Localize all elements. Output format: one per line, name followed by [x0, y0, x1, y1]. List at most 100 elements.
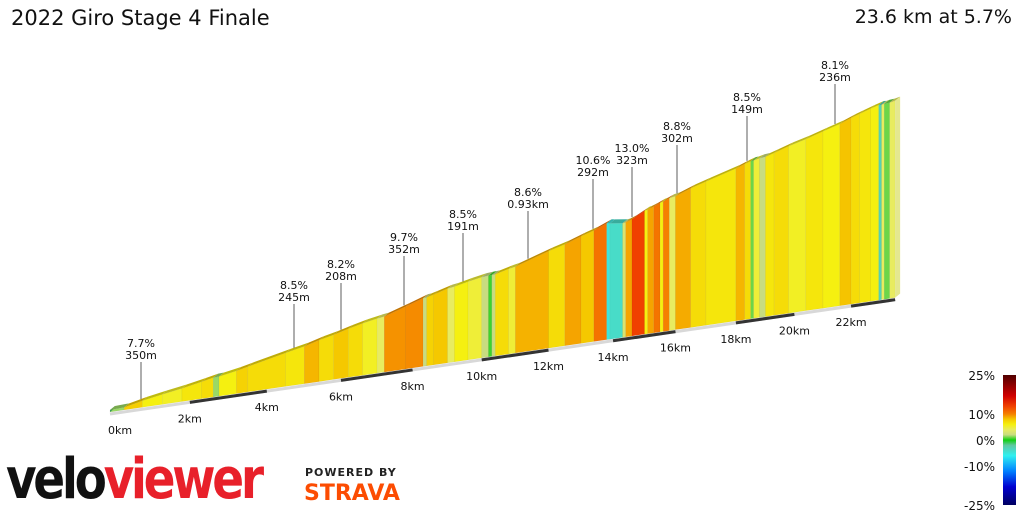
profile-top-segment	[593, 219, 612, 231]
x-tick-label: 12km	[533, 360, 564, 373]
profile-top-segment	[774, 142, 794, 153]
profile-segment	[515, 250, 549, 354]
profile-segment	[653, 202, 661, 334]
powered-by-label: POWERED BY	[305, 466, 397, 479]
annotation-gradient: 8.5%	[733, 91, 761, 104]
axis-km-band	[735, 312, 795, 325]
logo-velo: velo	[6, 447, 107, 512]
profile-top-segment	[647, 202, 659, 210]
page-title: 2022 Giro Stage 4 Finale	[11, 6, 270, 30]
legend-label: 25%	[968, 369, 995, 383]
profile-segment	[647, 205, 655, 335]
x-tick-label: 14km	[597, 351, 628, 364]
profile-segment	[881, 103, 885, 300]
profile-top-segment	[495, 264, 514, 275]
annotation-gradient: 8.6%	[514, 186, 542, 199]
profile-segment	[447, 286, 455, 364]
profile-top-segment	[236, 362, 253, 371]
axis-km-band	[481, 348, 549, 362]
profile-top-segment	[548, 240, 570, 252]
profile-top-segment	[870, 100, 884, 109]
profile-top-segment	[319, 330, 339, 341]
annotation-length: 0.93km	[507, 198, 549, 211]
annotation-length: 352m	[388, 243, 420, 256]
profile-segment	[669, 195, 676, 331]
profile-top-segment	[213, 372, 225, 378]
profile-top-segment	[878, 100, 887, 105]
profile-segment	[285, 345, 305, 387]
x-tick-label: 4km	[255, 401, 279, 414]
profile-top-segment	[426, 290, 439, 298]
annotation-length: 323m	[616, 154, 648, 167]
profile-top-segment	[182, 377, 207, 389]
profile-segment	[422, 297, 427, 367]
distance-axis: 0km 2km 4km 6km 8km 10km 12km 14km 16km 18km 20km 2…	[108, 298, 896, 437]
annotation-length: 208m	[325, 270, 357, 283]
veloviewer-logo: veloviewer	[6, 452, 264, 508]
profile-top-edge	[110, 96, 901, 410]
profile-top-segment	[753, 154, 765, 161]
profile-top-segment	[851, 109, 865, 118]
profile-segment	[659, 201, 664, 333]
x-tick-label: 2km	[178, 412, 202, 425]
profile-top-segment	[142, 390, 168, 401]
profile-top-segment	[247, 348, 291, 367]
profile-top-segment	[663, 194, 675, 202]
annotation-gradient: 8.5%	[280, 279, 308, 292]
profile-segment	[839, 117, 852, 307]
profile-segment	[753, 157, 760, 319]
profile-segment	[348, 322, 363, 378]
profile-top-segment	[468, 273, 487, 282]
profile-top-segment	[423, 293, 432, 299]
profile-segment	[467, 276, 482, 361]
x-tick-label: 22km	[836, 316, 867, 329]
profile-top-segment	[405, 294, 429, 307]
annotation-gradient: 9.7%	[390, 231, 418, 244]
legend-color-bar	[1003, 375, 1016, 505]
axis-km-band	[850, 298, 896, 308]
profile-segment	[580, 230, 595, 344]
profile-top-segment	[669, 192, 681, 199]
profile-segment	[303, 339, 320, 385]
annotation-gradient: 8.8%	[663, 120, 691, 133]
axis-km-band	[189, 389, 268, 404]
profile-top-segment	[362, 314, 383, 324]
x-tick-label: 8km	[401, 380, 425, 393]
profile-top-segment	[304, 336, 325, 347]
profile-top-segment	[201, 373, 219, 382]
profile-segment	[788, 138, 807, 314]
x-tick-label: 0km	[108, 424, 132, 437]
profile-segment	[644, 209, 648, 335]
axis-km-band	[340, 368, 413, 382]
profile-top-segment	[609, 219, 628, 224]
profile-segment	[609, 222, 623, 340]
annotation-length: 191m	[447, 220, 479, 233]
profile-top-segment	[759, 152, 771, 159]
profile-top-segment	[653, 198, 666, 207]
annotation-length: 350m	[125, 349, 157, 362]
profile-top-segment	[750, 156, 759, 162]
profile-top-segment	[515, 247, 554, 267]
profile-segment	[735, 163, 746, 322]
annotation-gradient: 13.0%	[615, 142, 650, 155]
profile-segment	[564, 235, 582, 347]
profile-top-segment	[110, 403, 130, 410]
profile-segment	[690, 181, 707, 328]
profile-top-segment	[822, 119, 845, 132]
profile-segment	[362, 318, 378, 376]
x-tick-label: 10km	[466, 370, 497, 383]
annotation-gradient: 10.6%	[576, 154, 611, 167]
profile-top-segment	[491, 270, 501, 276]
profile-top-segment	[625, 215, 637, 223]
profile-segment	[805, 130, 824, 311]
profile-top-segment	[488, 271, 497, 276]
profile-segments	[109, 96, 901, 413]
profile-top-segment	[581, 226, 599, 237]
profile-segment	[822, 123, 841, 309]
profile-top-segment	[690, 177, 711, 189]
profile-segment	[426, 294, 434, 367]
profile-top-segment	[508, 262, 521, 269]
profile-top-segment	[788, 135, 811, 147]
profile-segment	[631, 210, 645, 337]
profile-segment	[889, 100, 896, 299]
